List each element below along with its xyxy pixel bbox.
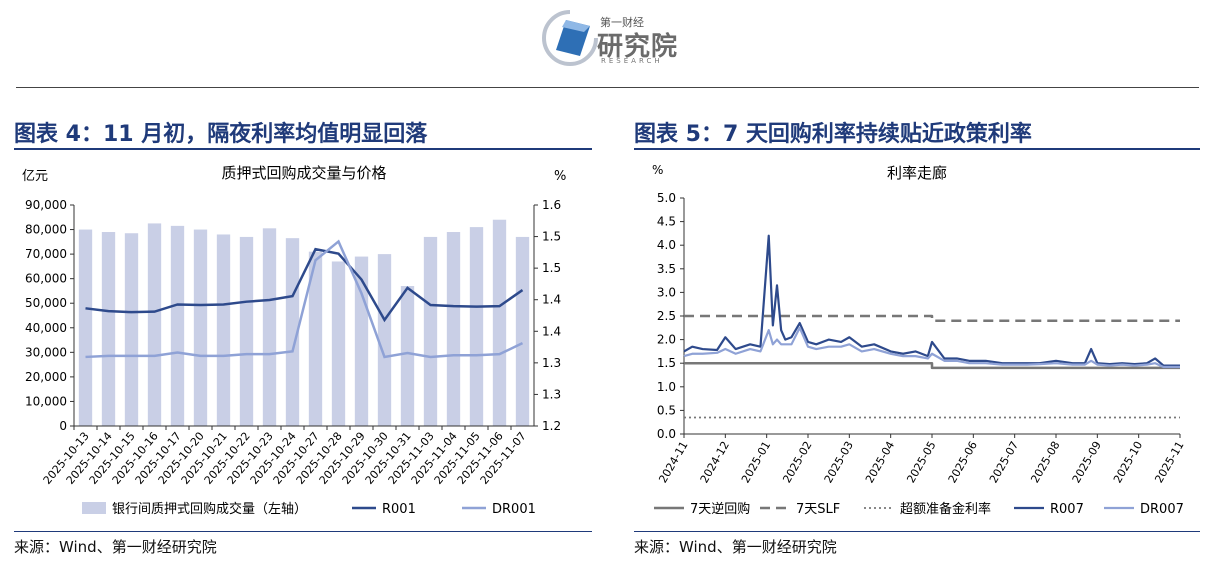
left-figure-title: 图表 4：11 月初，隔夜利率均值明显回落 [14, 122, 428, 147]
legend-label-dr001: DR001 [492, 502, 536, 517]
left-title-rule [14, 148, 592, 150]
x-tick-label: 2025-05 [904, 439, 938, 485]
left-chart: 质押式回购成交量与价格 亿元 % 0 10,000 20,000 30,000 40,000 5… [22, 164, 566, 517]
brand-logo [540, 8, 680, 68]
left-tick-label: 30,000 [25, 345, 67, 359]
series-line-3 [683, 234, 1180, 367]
volume-bar [400, 286, 415, 426]
right-tick-label: 1.4 [542, 324, 561, 338]
x-tick-label: 2025-11 [1152, 439, 1186, 485]
left-tick-label: 60,000 [25, 272, 67, 286]
y-axis-unit: % [652, 163, 663, 177]
x-tick-label: 2025-07 [987, 439, 1021, 485]
right-bottom-rule [634, 531, 1200, 532]
right-chart: 利率走廊% 0.0 0.5 1.0 1.5 2.0 2.5 3.0 3.5 4.0 4.5 5.0 20… [652, 163, 1187, 517]
volume-bar [331, 261, 346, 426]
volume-bar [423, 236, 438, 426]
y-tick-label: 1.5 [657, 356, 676, 370]
right-title-rule [634, 148, 1200, 150]
right-tick-label: 1.5 [542, 261, 561, 275]
volume-bar [216, 234, 231, 426]
series-line-0 [684, 361, 1180, 370]
x-tick-label: 2024-12 [698, 439, 732, 485]
left-tick-label: 50,000 [25, 296, 67, 310]
x-tick-label: 2025-10 [1111, 439, 1145, 485]
volume-bar [446, 232, 461, 426]
y-tick-label: 2.5 [657, 309, 676, 323]
y-tick-label: 4.0 [657, 238, 676, 252]
right-tick-label: 1.4 [542, 293, 561, 307]
x-tick-label: 2025-01 [739, 439, 773, 485]
chart-title: 利率走廊 [887, 164, 947, 182]
legend-label-r001: R001 [382, 502, 416, 517]
header-divider [16, 87, 1199, 88]
volume-bar [515, 236, 530, 426]
y-tick-label: 0.5 [657, 403, 676, 417]
x-tick-label: 2025-03 [822, 439, 856, 485]
series-line-1 [684, 314, 1180, 322]
x-tick-label: 2025-06 [946, 439, 980, 485]
volume-bar [262, 228, 277, 426]
logo-text-big: 研究院 [597, 32, 679, 62]
legend-label-3: R007 [1050, 502, 1084, 517]
y-tick-label: 5.0 [657, 191, 676, 205]
volume-bar [147, 223, 162, 426]
volume-bar [170, 225, 185, 426]
y-tick-label: 1.0 [657, 380, 676, 394]
logo-emblem-icon [542, 10, 598, 66]
legend-label-0: 7天逆回购 [690, 501, 750, 517]
volume-bar [78, 229, 93, 426]
x-tick-label: 2025-09 [1070, 439, 1104, 485]
volume-bar [124, 233, 139, 426]
y-tick-label: 0.0 [657, 427, 676, 441]
right-axis-unit: % [554, 169, 566, 184]
series-line-4 [683, 326, 1180, 369]
series-line-dr001 [85, 239, 524, 359]
left-tick-label: 90,000 [25, 198, 67, 212]
right-tick-label: 1.6 [542, 198, 561, 212]
volume-bar [193, 229, 208, 426]
legend-label-4: DR007 [1140, 502, 1184, 517]
y-tick-label: 3.0 [657, 285, 676, 299]
y-tick-label: 4.5 [657, 215, 676, 229]
volume-bar [239, 236, 254, 426]
volume-bar [492, 219, 507, 426]
right-tick-label: 1.2 [542, 419, 561, 433]
x-tick-label: 2025-08 [1028, 439, 1062, 485]
right-tick-label: 1.3 [542, 356, 561, 370]
left-tick-label: 10,000 [25, 394, 67, 408]
left-tick-label: 70,000 [25, 247, 67, 261]
logo-text-en: RESEARCH [601, 57, 663, 65]
volume-bar [285, 238, 300, 426]
x-tick-label: 2025-02 [780, 439, 814, 485]
chart-title: 质押式回购成交量与价格 [221, 164, 386, 182]
legend-label-2: 超额准备金利率 [900, 501, 991, 517]
series-line-r001 [85, 247, 524, 323]
legend-swatch-volume [82, 502, 106, 514]
left-tick-label: 0 [59, 419, 67, 433]
left-tick-label: 20,000 [25, 370, 67, 384]
y-tick-label: 2.0 [657, 333, 676, 347]
right-tick-label: 1.5 [542, 230, 561, 244]
y-tick-label: 3.5 [657, 262, 676, 276]
left-axis-unit: 亿元 [22, 169, 48, 184]
left-source: 来源：Wind、第一财经研究院 [14, 538, 217, 556]
volume-bar [354, 256, 369, 426]
right-figure-title: 图表 5：7 天回购利率持续贴近政策利率 [634, 122, 1032, 147]
logo-text-small: 第一财经 [600, 16, 644, 29]
legend-label-1: 7天SLF [796, 502, 840, 517]
left-tick-label: 80,000 [25, 223, 67, 237]
x-tick-label: 2025-04 [863, 439, 897, 485]
volume-bar [308, 251, 323, 426]
right-tick-label: 1.3 [542, 387, 561, 401]
volume-bar [101, 232, 116, 426]
volume-bar [469, 227, 484, 426]
left-tick-label: 40,000 [25, 321, 67, 335]
left-bottom-rule [14, 531, 592, 532]
right-source: 来源：Wind、第一财经研究院 [634, 538, 837, 556]
legend-label-volume: 银行间质押式回购成交量（左轴） [112, 501, 307, 517]
volume-bar [377, 254, 392, 426]
x-tick-label: 2024-11 [656, 439, 690, 485]
